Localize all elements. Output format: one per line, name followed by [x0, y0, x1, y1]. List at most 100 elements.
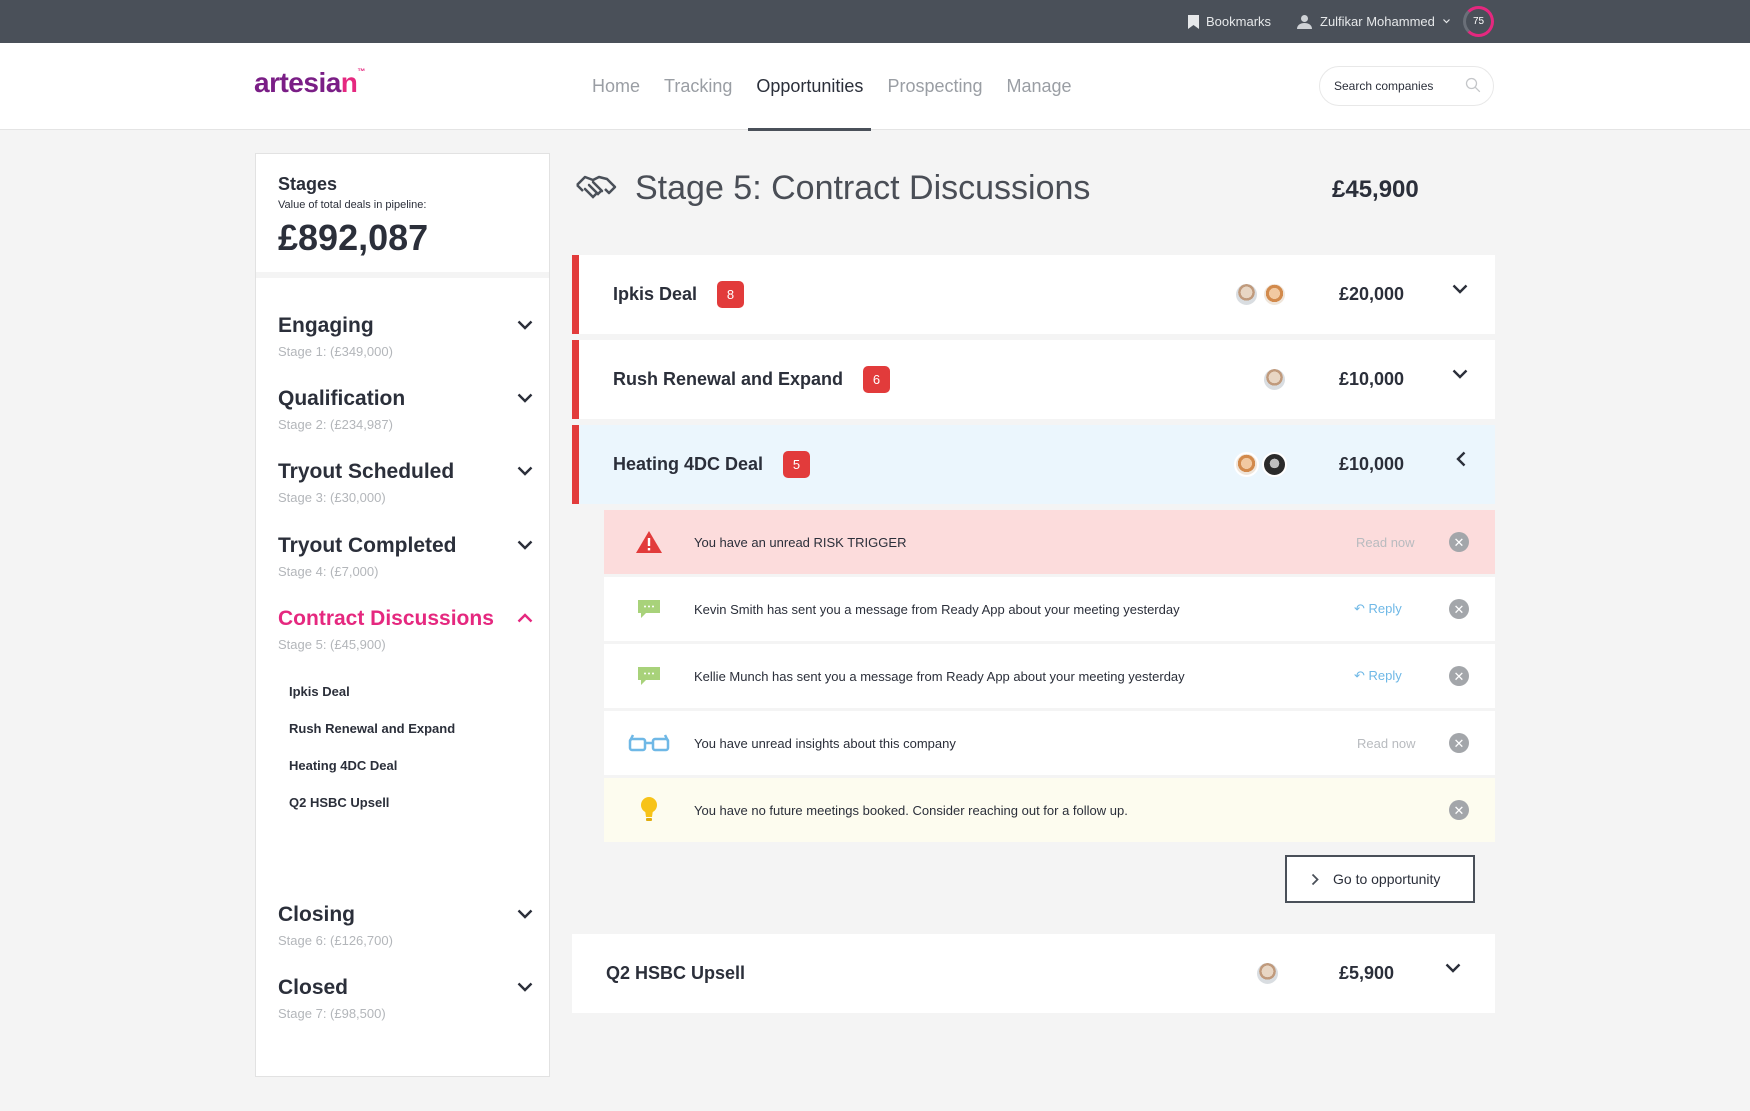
nav-tracking[interactable]: Tracking [664, 76, 733, 96]
close-icon[interactable]: ✕ [1449, 666, 1469, 686]
nav-home[interactable]: Home [592, 76, 641, 96]
stage-qualification[interactable]: Qualification Stage 2: (£234,987) [278, 387, 533, 432]
close-icon[interactable]: ✕ [1449, 532, 1469, 552]
stage-meta: Stage 5: (£45,900) [278, 637, 386, 652]
top-bar: Bookmarks Zulfikar Mohammed 75 [0, 0, 1750, 43]
reply-icon: ↶ [1354, 601, 1365, 616]
read-now-link[interactable]: Read now [1356, 534, 1415, 550]
notification-message-kellie: Kellie Munch has sent you a message from… [604, 644, 1495, 708]
close-icon[interactable]: ✕ [1449, 599, 1469, 619]
reply-label: Reply [1368, 668, 1402, 683]
stage-meta: Stage 7: (£98,500) [278, 1006, 386, 1021]
chevron-down-icon[interactable] [517, 320, 533, 330]
deal-name-wrap: Heating 4DC Deal 5 [613, 425, 811, 504]
logo-text: artesia [254, 67, 341, 98]
notification-no-meetings: You have no future meetings booked. Cons… [604, 778, 1495, 842]
reply-label: Reply [1368, 601, 1402, 616]
avatar [1262, 452, 1287, 477]
close-icon[interactable]: ✕ [1449, 733, 1469, 753]
stages-sidebar: Stages Value of total deals in pipeline:… [255, 153, 550, 1077]
chevron-down-icon[interactable] [517, 909, 533, 919]
notification-count-badge: 8 [717, 281, 745, 308]
chevron-down-icon [1442, 19, 1450, 24]
logo-trademark: ™ [357, 67, 365, 76]
nav-manage[interactable]: Manage [1006, 76, 1072, 96]
score-ring[interactable]: 75 [1463, 6, 1494, 37]
deal-name: Heating 4DC Deal [613, 454, 764, 474]
deal-row-q2-hsbc[interactable]: Q2 HSBC Upsell £5,900 [572, 934, 1495, 1013]
avatar [1234, 282, 1259, 307]
stage-title: Stage 5: Contract Discussions [635, 168, 1091, 207]
deal-name: Rush Renewal and Expand [613, 369, 844, 389]
sidebar-deal-rush-renewal[interactable]: Rush Renewal and Expand [289, 721, 456, 736]
deal-value: £10,000 [1339, 454, 1405, 474]
stage-meta: Stage 2: (£234,987) [278, 417, 393, 432]
read-now-link[interactable]: Read now [1357, 735, 1416, 751]
search-placeholder: Search companies [1334, 79, 1434, 93]
chevron-down-icon[interactable] [1452, 284, 1468, 294]
stage-engaging[interactable]: Engaging Stage 1: (£349,000) [278, 314, 533, 359]
main-header: artesian™ Home Tracking Opportunities Pr… [0, 43, 1750, 131]
stage-total: £45,900 [1332, 176, 1419, 203]
user-menu[interactable]: Zulfikar Mohammed [1297, 0, 1450, 43]
go-to-opportunity-button[interactable]: Go to opportunity [1285, 855, 1475, 903]
stage-name: Closed [278, 976, 349, 999]
chevron-down-icon[interactable] [517, 540, 533, 550]
stage-closing[interactable]: Closing Stage 6: (£126,700) [278, 903, 533, 948]
chevron-up-icon[interactable] [517, 613, 533, 623]
user-name: Zulfikar Mohammed [1320, 14, 1435, 29]
notification-risk-trigger: You have an unread RISK TRIGGER Read now… [604, 510, 1495, 574]
nav-opportunities[interactable]: Opportunities [744, 43, 875, 131]
stage-heading: Stage 5: Contract Discussions [575, 163, 1090, 213]
chevron-down-icon[interactable] [1445, 963, 1461, 973]
stage-contract-discussions[interactable]: Contract Discussions Stage 5: (£45,900) [278, 607, 533, 652]
pipeline-total: £892,087 [278, 217, 429, 258]
stage-meta: Stage 1: (£349,000) [278, 344, 393, 359]
lightbulb-icon [628, 778, 670, 842]
deal-value: £20,000 [1339, 284, 1405, 304]
chevron-left-icon[interactable] [1456, 451, 1466, 467]
stage-name: Closing [278, 903, 355, 926]
artesian-logo[interactable]: artesian™ [254, 67, 365, 99]
sidebar-deal-q2-hsbc[interactable]: Q2 HSBC Upsell [289, 795, 390, 810]
deal-name-wrap: Rush Renewal and Expand 6 [613, 340, 891, 419]
stage-meta: Stage 6: (£126,700) [278, 933, 393, 948]
sidebar-deal-ipkis[interactable]: Ipkis Deal [289, 684, 350, 699]
chevron-down-icon[interactable] [517, 466, 533, 476]
stage-name: Tryout Scheduled [278, 460, 455, 483]
close-icon[interactable]: ✕ [1449, 800, 1469, 820]
notification-text: You have unread insights about this comp… [694, 735, 956, 751]
go-to-opportunity-label: Go to opportunity [1333, 871, 1441, 887]
pipeline-summary: Stages Value of total deals in pipeline:… [256, 154, 549, 278]
deal-name-wrap: Ipkis Deal 8 [613, 255, 745, 334]
deal-row-ipkis[interactable]: Ipkis Deal 8 £20,000 [572, 255, 1495, 334]
avatar [1255, 961, 1280, 986]
chevron-down-icon[interactable] [517, 393, 533, 403]
chevron-down-icon[interactable] [1452, 369, 1468, 379]
stage-tryout-scheduled[interactable]: Tryout Scheduled Stage 3: (£30,000) [278, 460, 533, 505]
stage-closed[interactable]: Closed Stage 7: (£98,500) [278, 976, 533, 1021]
sidebar-deal-heating-4dc[interactable]: Heating 4DC Deal [289, 758, 398, 773]
warning-icon [628, 510, 670, 574]
deal-name: Q2 HSBC Upsell [606, 963, 746, 983]
notification-text: You have an unread RISK TRIGGER [694, 534, 907, 550]
deal-name-wrap: Q2 HSBC Upsell [606, 934, 745, 1013]
search-input[interactable]: Search companies [1319, 66, 1494, 106]
reply-button[interactable]: ↶ Reply [1354, 668, 1402, 684]
bookmarks-link[interactable]: Bookmarks [1188, 0, 1271, 43]
search-icon[interactable] [1465, 77, 1481, 93]
notification-count-badge: 5 [783, 451, 811, 478]
deal-value: £10,000 [1339, 369, 1405, 389]
bookmark-icon [1188, 14, 1199, 29]
user-icon [1297, 15, 1312, 29]
pipeline-subtitle: Value of total deals in pipeline: [278, 199, 427, 211]
chevron-down-icon[interactable] [517, 982, 533, 992]
message-icon [628, 577, 670, 641]
deal-row-heating-4dc[interactable]: Heating 4DC Deal 5 £10,000 [572, 425, 1495, 504]
nav-prospecting[interactable]: Prospecting [887, 76, 983, 96]
avatar [1262, 367, 1287, 392]
stage-tryout-completed[interactable]: Tryout Completed Stage 4: (£7,000) [278, 534, 533, 579]
deal-row-rush-renewal[interactable]: Rush Renewal and Expand 6 £10,000 [572, 340, 1495, 419]
notification-text: You have no future meetings booked. Cons… [694, 802, 1128, 818]
reply-button[interactable]: ↶ Reply [1354, 601, 1402, 617]
